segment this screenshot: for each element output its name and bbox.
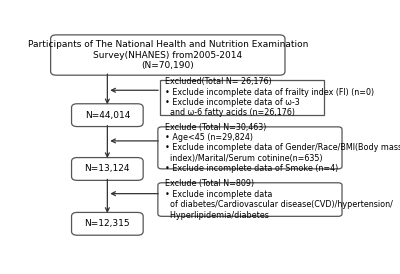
Text: Exclude (Total N=809)
• Exclude incomplete data
  of diabetes/Cardiovascular dis: Exclude (Total N=809) • Exclude incomple… [165, 179, 393, 220]
FancyBboxPatch shape [51, 35, 285, 75]
Text: Exclude (Total N=30,463)
• Age<45 (n=29,824)
• Exclude incomplete data of Gender: Exclude (Total N=30,463) • Age<45 (n=29,… [165, 122, 400, 173]
FancyBboxPatch shape [72, 158, 143, 180]
Text: Excluded(Total N= 26,176)
• Exclude incomplete data of frailty index (FI) (n=0)
: Excluded(Total N= 26,176) • Exclude inco… [165, 77, 374, 117]
Text: N=44,014: N=44,014 [85, 111, 130, 120]
Text: N=13,124: N=13,124 [85, 164, 130, 173]
Text: N=12,315: N=12,315 [84, 219, 130, 228]
FancyBboxPatch shape [72, 212, 143, 235]
Text: Participants of The National Health and Nutrition Examination
Survey(NHANES) fro: Participants of The National Health and … [28, 40, 308, 70]
FancyBboxPatch shape [160, 80, 324, 115]
FancyBboxPatch shape [158, 127, 342, 169]
FancyBboxPatch shape [158, 183, 342, 216]
FancyBboxPatch shape [72, 104, 143, 127]
